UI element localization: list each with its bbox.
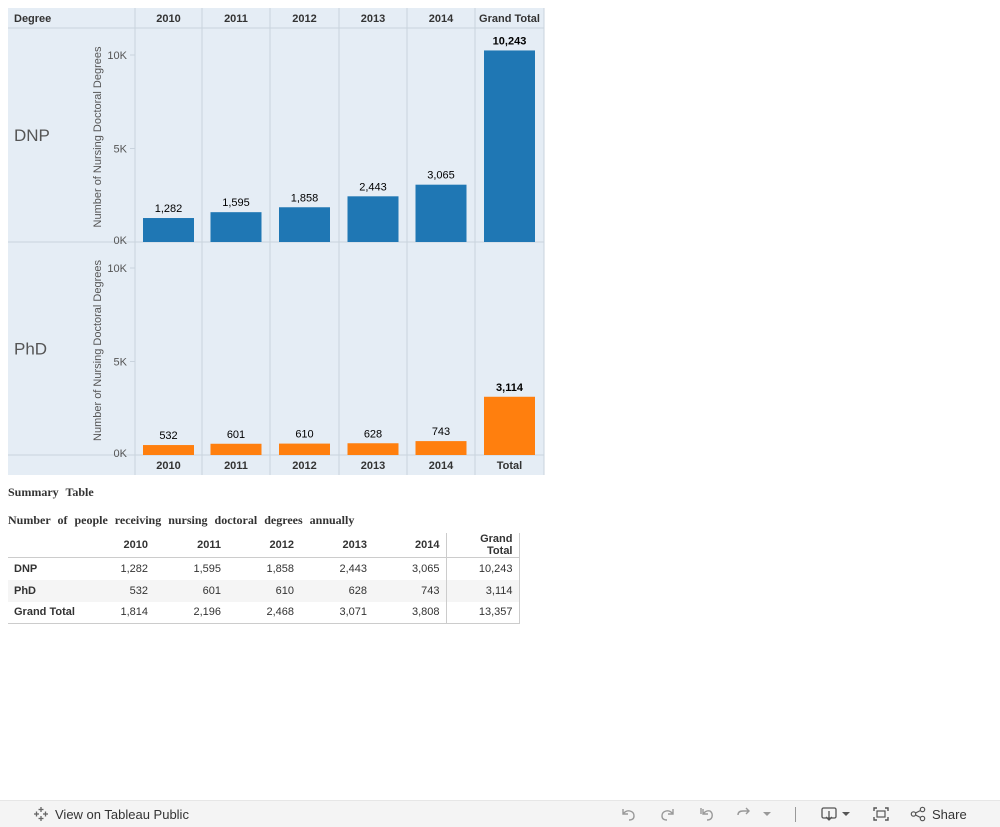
view-on-tableau-link[interactable]: View on Tableau Public <box>33 806 189 822</box>
table-cell: 1,282 <box>120 562 148 575</box>
bar-value-label: 10,243 <box>493 35 527 47</box>
column-header-2012: 2012 <box>292 13 316 25</box>
row-label: DNP <box>14 562 38 575</box>
y-tick-label: 10K <box>107 50 127 62</box>
tableau-logo-icon <box>34 807 48 821</box>
summary-table: 2010 2011 2012 2013 2014 Grand Total DNP… <box>8 533 520 624</box>
bar-value-label: 1,282 <box>155 203 183 215</box>
bar-dnp <box>279 207 330 242</box>
bar-value-label: 532 <box>159 430 177 442</box>
download-icon[interactable] <box>820 805 852 823</box>
summary-title: Summary Table <box>8 485 94 499</box>
share-label: Share <box>932 806 967 822</box>
table-cell: 3,808 <box>411 606 440 619</box>
bar-phd <box>415 441 467 455</box>
bar-phd <box>347 443 399 455</box>
share-button[interactable]: Share <box>910 806 967 822</box>
column-footer-2014: 2014 <box>429 460 454 472</box>
share-icon <box>910 806 926 822</box>
row-label-dnp: DNP <box>14 126 50 145</box>
summary-header-grand-total: Grand Total <box>445 533 520 558</box>
table-cell: 1,858 <box>266 562 294 575</box>
table-cell: 2,443 <box>339 562 367 575</box>
bar-dnp <box>143 218 194 242</box>
table-cell-total: 3,114 <box>445 579 520 602</box>
summary-header-2011: 2011 <box>197 539 221 551</box>
column-header-2010: 2010 <box>156 13 180 25</box>
y-axis-title: Number of Nursing Doctoral Degrees <box>92 46 104 227</box>
row-label-phd: PhD <box>14 340 47 359</box>
y-tick-label: 10K <box>107 263 127 275</box>
row-label: PhD <box>14 584 36 597</box>
table-cell-total: 10,243 <box>445 557 520 580</box>
bar-phd <box>210 443 262 455</box>
column-footer-2010: 2010 <box>156 460 180 472</box>
bottom-toolbar: View on Tableau Public <box>0 800 1000 827</box>
column-footer-2011: 2011 <box>224 460 248 472</box>
column-header-grand-total: Grand Total <box>479 13 540 25</box>
dropdown-icon[interactable] <box>760 805 774 823</box>
summary-header-blank <box>8 533 81 558</box>
degree-bar-chart: Degree 2010 2011 2012 2013 2014 Grand Total 201… <box>8 8 545 475</box>
table-cell: 610 <box>275 584 294 597</box>
row-label: Grand Total <box>14 606 75 619</box>
table-cell: 601 <box>202 584 221 597</box>
bar-dnp <box>415 184 467 242</box>
bar-value-label: 628 <box>364 428 382 440</box>
bar-value-label: 3,065 <box>427 170 455 182</box>
bar-value-label: 3,114 <box>496 382 524 394</box>
column-footer-2012: 2012 <box>292 460 316 472</box>
bar-value-label: 1,595 <box>222 197 250 209</box>
column-header-2013: 2013 <box>361 13 385 25</box>
table-cell: 743 <box>421 584 440 597</box>
table-cell: 2,468 <box>266 606 294 619</box>
bar-phd <box>143 445 194 455</box>
y-tick-label: 5K <box>114 357 128 369</box>
table-row: Grand Total 1,814 2,196 2,468 3,071 3,80… <box>8 601 520 624</box>
table-cell: 1,595 <box>193 562 221 575</box>
table-cell: 1,814 <box>120 606 148 619</box>
fullscreen-icon[interactable] <box>871 805 891 823</box>
summary-header-2010: 2010 <box>123 539 148 551</box>
bar-phd <box>484 396 535 455</box>
summary-header-row: 2010 2011 2012 2013 2014 Grand Total <box>8 533 520 558</box>
column-header-2014: 2014 <box>429 13 454 25</box>
column-footer-2013: 2013 <box>361 460 385 472</box>
y-tick-label: 0K <box>114 448 128 460</box>
bar-phd <box>279 443 330 455</box>
table-row: PhD 532 601 610 628 743 3,114 <box>8 579 520 602</box>
table-row: DNP 1,282 1,595 1,858 2,443 3,065 10,243 <box>8 557 520 580</box>
refresh-icon[interactable] <box>734 805 754 823</box>
revert-icon[interactable] <box>697 805 717 823</box>
redo-icon[interactable] <box>658 805 678 823</box>
bar-value-label: 743 <box>432 426 450 438</box>
undo-icon[interactable] <box>618 805 638 823</box>
bar-dnp <box>210 212 262 242</box>
summary-header-2013: 2013 <box>342 539 367 551</box>
table-cell: 2,196 <box>193 606 221 619</box>
view-on-tableau-label: View on Tableau Public <box>55 806 189 822</box>
y-tick-label: 0K <box>114 235 128 247</box>
summary-header-2012: 2012 <box>269 539 294 551</box>
bar-value-label: 610 <box>295 429 313 441</box>
summary-subtitle: Number of people receiving nursing docto… <box>8 513 355 527</box>
toolbar-divider <box>795 807 796 822</box>
bar-dnp <box>347 196 399 242</box>
bar-value-label: 601 <box>227 429 245 441</box>
table-cell-total: 13,357 <box>445 601 520 624</box>
column-footer-total: Total <box>497 460 522 472</box>
table-cell: 3,071 <box>339 606 367 619</box>
table-cell: 3,065 <box>411 562 440 575</box>
bar-value-label: 2,443 <box>359 181 387 193</box>
bar-value-label: 1,858 <box>291 192 319 204</box>
y-axis-title: Number of Nursing Doctoral Degrees <box>92 260 104 441</box>
degree-header: Degree <box>14 13 51 25</box>
y-tick-label: 5K <box>114 144 128 156</box>
summary-header-2014: 2014 <box>415 539 440 551</box>
bar-dnp <box>484 50 535 242</box>
table-cell: 628 <box>348 584 367 597</box>
table-cell: 532 <box>129 584 148 597</box>
column-header-2011: 2011 <box>224 13 248 25</box>
